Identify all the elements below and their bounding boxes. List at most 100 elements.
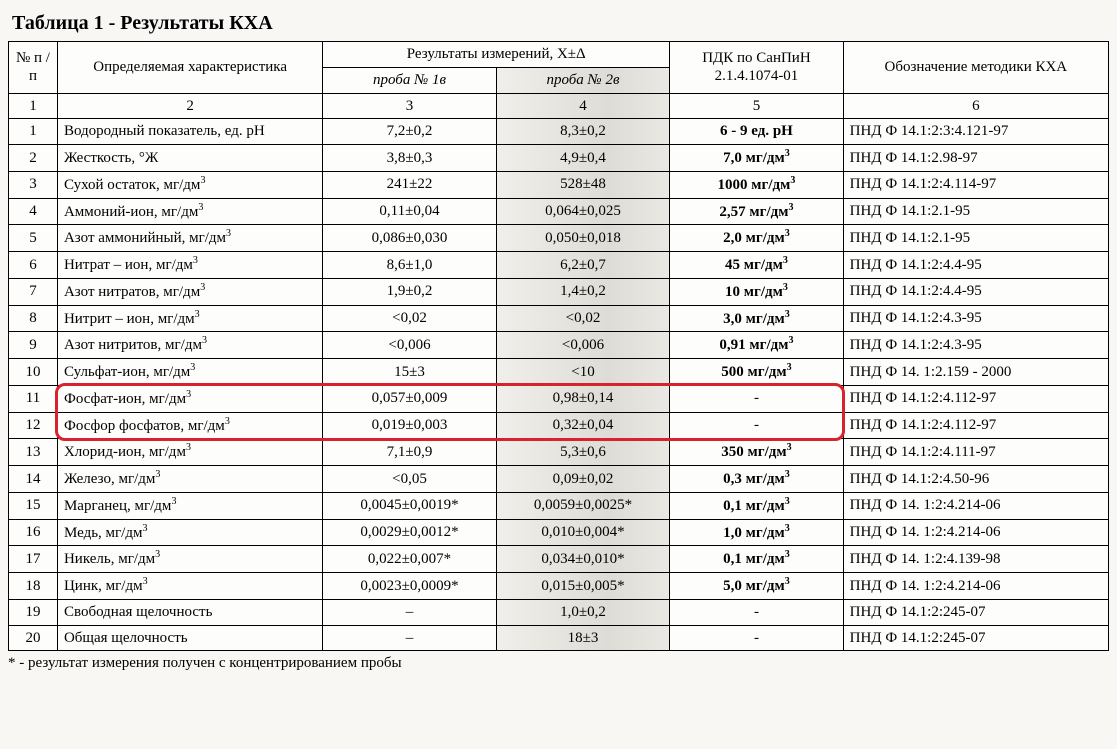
cell-sample-1: 1,9±0,2 [323,278,496,305]
cell-pdk: 2,0 мг/дм3 [670,225,843,252]
cell-num: 1 [9,119,58,145]
th-results-group-label: Результаты измерений, X±Δ [407,46,586,62]
cell-method: ПНД Ф 14.1:2:245-07 [843,625,1108,651]
cell-characteristic: Жесткость, °Ж [57,145,322,172]
cell-pdk: 0,1 мг/дм3 [670,546,843,573]
cell-sample-1: 7,2±0,2 [323,119,496,145]
table-row: 18Цинк, мг/дм30,0023±0,0009*0,015±0,005*… [9,573,1109,600]
cell-num: 12 [9,412,58,439]
cell-characteristic: Водородный показатель, ед. pH [57,119,322,145]
table-row: 11Фосфат-ион, мг/дм30,057±0,0090,98±0,14… [9,385,1109,412]
cell-method: ПНД Ф 14.1:2:4.111-97 [843,439,1108,466]
cell-method: ПНД Ф 14.1:2.1-95 [843,198,1108,225]
cell-pdk: - [670,385,843,412]
cell-characteristic: Азот аммонийный, мг/дм3 [57,225,322,252]
table-row: 1Водородный показатель, ед. pH7,2±0,28,3… [9,119,1109,145]
cell-method: ПНД Ф 14.1:2:4.50-96 [843,466,1108,493]
cell-characteristic: Фосфат-ион, мг/дм3 [57,385,322,412]
cell-sample-1: <0,02 [323,305,496,332]
cell-pdk: - [670,599,843,625]
table-row: 5Азот аммонийный, мг/дм30,086±0,0300,050… [9,225,1109,252]
cell-method: ПНД Ф 14. 1:2.159 - 2000 [843,359,1108,386]
cell-num: 6 [9,252,58,279]
cell-method: ПНД Ф 14.1:2:4.4-95 [843,278,1108,305]
cell-sample-2: <10 [496,359,669,386]
cell-sample-2: 0,034±0,010* [496,546,669,573]
cell-sample-1: 0,0023±0,0009* [323,573,496,600]
cell-pdk: 3,0 мг/дм3 [670,305,843,332]
th-sample-2: проба № 2в [496,67,669,93]
cell-characteristic: Цинк, мг/дм3 [57,573,322,600]
table-row: 9Азот нитритов, мг/дм3<0,006<0,0060,91 м… [9,332,1109,359]
cell-method: ПНД Ф 14.1:2:4.3-95 [843,332,1108,359]
table-row: 17Никель, мг/дм30,022±0,007*0,034±0,010*… [9,546,1109,573]
cell-num: 20 [9,625,58,651]
cell-sample-1: – [323,599,496,625]
colnum-6: 6 [843,93,1108,119]
cell-characteristic: Медь, мг/дм3 [57,519,322,546]
cell-method: ПНД Ф 14.1:2:4.3-95 [843,305,1108,332]
cell-sample-1: 0,0045±0,0019* [323,492,496,519]
cell-sample-1: 15±3 [323,359,496,386]
cell-num: 19 [9,599,58,625]
cell-method: ПНД Ф 14.1:2.1-95 [843,225,1108,252]
cell-num: 18 [9,573,58,600]
cell-pdk: 350 мг/дм3 [670,439,843,466]
colnum-5: 5 [670,93,843,119]
cell-method: ПНД Ф 14. 1:2:4.214-06 [843,492,1108,519]
cell-characteristic: Нитрит – ион, мг/дм3 [57,305,322,332]
cell-characteristic: Общая щелочность [57,625,322,651]
cell-num: 9 [9,332,58,359]
cell-pdk: 10 мг/дм3 [670,278,843,305]
table-row: 6Нитрат – ион, мг/дм38,6±1,06,2±0,745 мг… [9,252,1109,279]
table-row: 7Азот нитратов, мг/дм31,9±0,21,4±0,210 м… [9,278,1109,305]
cell-sample-1: 0,057±0,009 [323,385,496,412]
cell-sample-1: 241±22 [323,171,496,198]
cell-sample-2: 0,050±0,018 [496,225,669,252]
cell-num: 17 [9,546,58,573]
cell-sample-1: 0,019±0,003 [323,412,496,439]
colnum-2: 2 [57,93,322,119]
cell-sample-2: 0,98±0,14 [496,385,669,412]
cell-sample-2: 0,015±0,005* [496,573,669,600]
cell-characteristic: Никель, мг/дм3 [57,546,322,573]
results-table: № п / п Определяемая характеристика Резу… [8,41,1109,651]
th-char: Определяемая характеристика [57,42,322,94]
table-row: 19Свободная щелочность–1,0±0,2-ПНД Ф 14.… [9,599,1109,625]
colnum-3: 3 [323,93,496,119]
cell-num: 14 [9,466,58,493]
cell-num: 2 [9,145,58,172]
cell-sample-2: <0,02 [496,305,669,332]
cell-characteristic: Сухой остаток, мг/дм3 [57,171,322,198]
cell-num: 3 [9,171,58,198]
cell-sample-1: 7,1±0,9 [323,439,496,466]
cell-sample-1: 0,0029±0,0012* [323,519,496,546]
cell-pdk: 500 мг/дм3 [670,359,843,386]
cell-method: ПНД Ф 14. 1:2:4.214-06 [843,573,1108,600]
cell-method: ПНД Ф 14.1:2:3:4.121-97 [843,119,1108,145]
table-row: 20Общая щелочность–18±3-ПНД Ф 14.1:2:245… [9,625,1109,651]
cell-sample-1: 3,8±0,3 [323,145,496,172]
table-row: 10Сульфат-ион, мг/дм315±3<10500 мг/дм3ПН… [9,359,1109,386]
cell-method: ПНД Ф 14.1:2:245-07 [843,599,1108,625]
th-meth: Обозначение методики КХА [843,42,1108,94]
table-row: 4Аммоний-ион, мг/дм30,11±0,040,064±0,025… [9,198,1109,225]
table-row: 3Сухой остаток, мг/дм3241±22528±481000 м… [9,171,1109,198]
cell-sample-1: 8,6±1,0 [323,252,496,279]
cell-sample-2: 0,09±0,02 [496,466,669,493]
cell-pdk: 5,0 мг/дм3 [670,573,843,600]
cell-sample-1: <0,05 [323,466,496,493]
cell-characteristic: Нитрат – ион, мг/дм3 [57,252,322,279]
cell-sample-1: 0,11±0,04 [323,198,496,225]
cell-characteristic: Аммоний-ион, мг/дм3 [57,198,322,225]
cell-characteristic: Азот нитратов, мг/дм3 [57,278,322,305]
footnote: * - результат измерения получен с концен… [8,655,1109,672]
cell-sample-2: 8,3±0,2 [496,119,669,145]
colnum-4: 4 [496,93,669,119]
cell-pdk: 7,0 мг/дм3 [670,145,843,172]
table-row: 13Хлорид-ион, мг/дм37,1±0,95,3±0,6350 мг… [9,439,1109,466]
th-pdk: ПДК по СанПиН 2.1.4.1074-01 [670,42,843,94]
cell-num: 5 [9,225,58,252]
table-row: 14Железо, мг/дм3<0,050,09±0,020,3 мг/дм3… [9,466,1109,493]
cell-sample-2: 0,064±0,025 [496,198,669,225]
